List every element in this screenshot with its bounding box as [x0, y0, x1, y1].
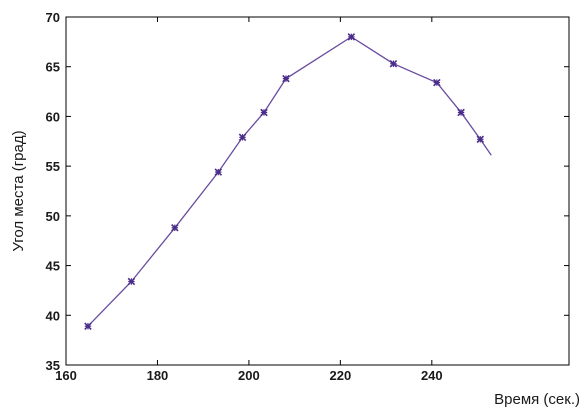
y-tick-label: 60	[46, 109, 60, 124]
x-tick-label: 220	[330, 368, 352, 383]
x-tick-label: 180	[147, 368, 169, 383]
series-group	[84, 33, 492, 330]
y-tick-label: 65	[46, 60, 60, 75]
data-point	[84, 322, 92, 330]
data-point	[260, 108, 268, 117]
y-axis-label: Угол места (град)	[10, 130, 27, 251]
plot-frame	[65, 16, 570, 366]
y-tick-label: 50	[46, 209, 60, 224]
series-line	[87, 36, 492, 327]
data-point	[127, 277, 136, 286]
x-axis: 160 180 200 220 240	[55, 17, 443, 383]
x-tick-label: 200	[238, 368, 260, 383]
x-tick-label: 160	[55, 368, 77, 383]
data-point	[347, 33, 356, 41]
y-tick-label: 40	[46, 308, 60, 323]
y-tick-label: 70	[46, 10, 60, 25]
data-point	[389, 59, 398, 68]
y-tick-label: 45	[46, 259, 60, 274]
x-axis-label: Время (сек.)	[494, 391, 580, 408]
y-tick-label: 55	[46, 159, 60, 174]
x-tick-label: 240	[421, 368, 443, 383]
data-point	[171, 224, 179, 232]
y-tick-label: 35	[46, 358, 60, 373]
data-point	[214, 168, 223, 176]
data-point	[476, 135, 485, 144]
data-point	[282, 74, 290, 83]
data-point	[457, 108, 465, 117]
data-point	[433, 78, 441, 87]
data-point	[238, 133, 247, 142]
y-axis: 35 40 45 50 55 60 65 70	[46, 10, 569, 373]
